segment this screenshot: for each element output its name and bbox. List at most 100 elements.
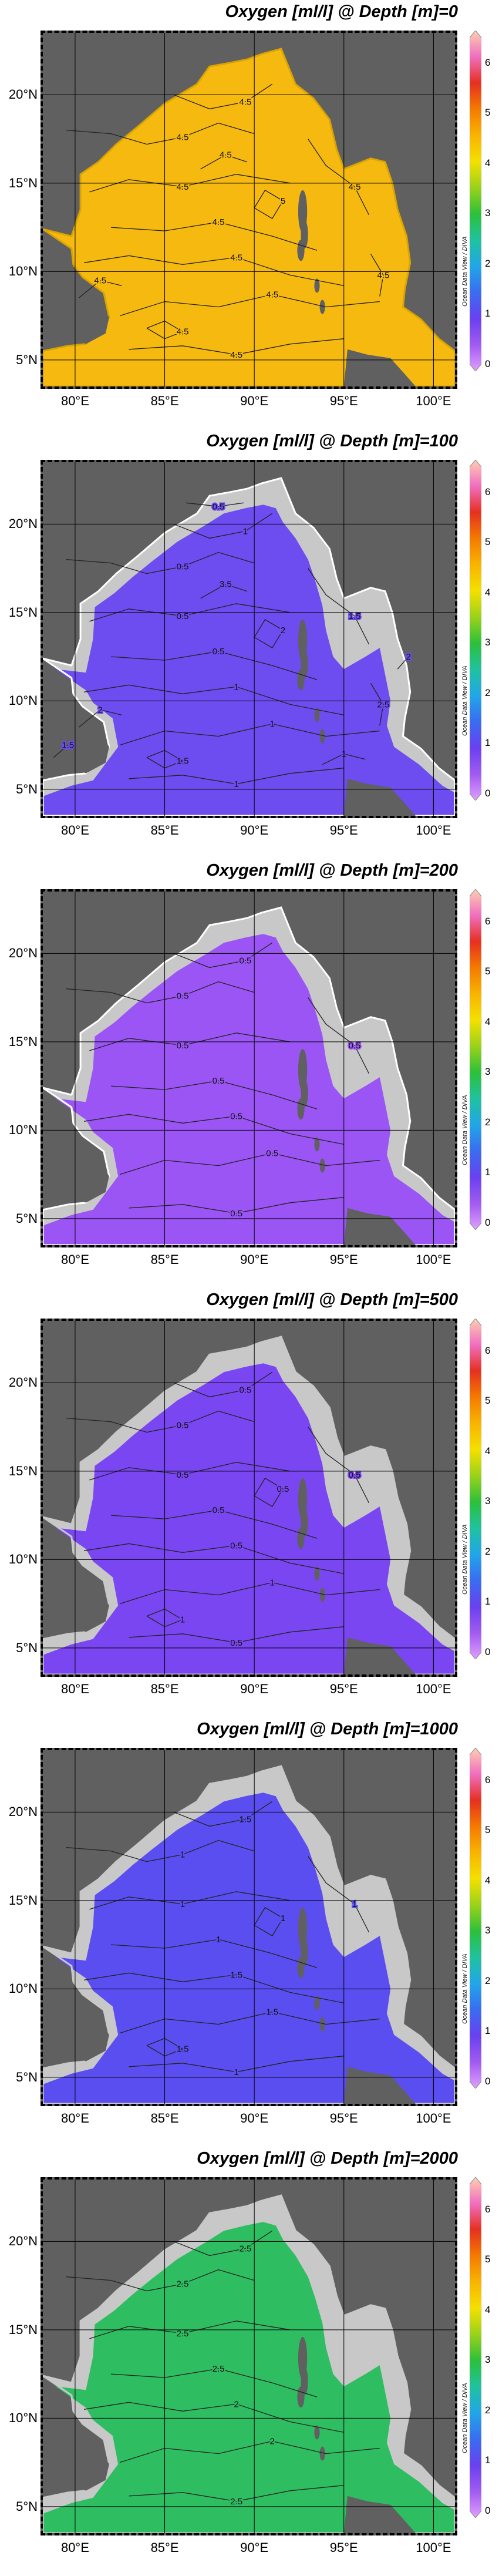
contour-label: 1 — [243, 526, 248, 536]
colorbar-tick-label: 2 — [485, 1545, 491, 1557]
map-panel: Oxygen [ml/l] @ Depth [m]=0 4.5 4.5 4.5 4.5 4… — [0, 0, 499, 429]
contour-line — [120, 2011, 380, 2034]
andaman-island — [319, 1588, 325, 1602]
lat-tick-label: 15°N — [8, 1034, 38, 1049]
map-frame: 2.5 2.5 2.5 2 2 2.5 2.5 — [41, 2177, 457, 2535]
contour-label: 0.5 — [230, 1541, 242, 1551]
lat-tick-label: 20°N — [8, 87, 38, 102]
lon-tick-label: 95°E — [329, 823, 358, 838]
coastline — [43, 1765, 455, 2104]
contour-label: 1 — [270, 1578, 275, 1588]
lon-tick-label: 100°E — [416, 1252, 451, 1267]
andaman-island — [314, 708, 320, 722]
lon-tick-label: 100°E — [416, 823, 451, 838]
contour-label: 2.5 — [213, 2364, 225, 2374]
map-frame: 0.5 0.5 0.5 0.5 1 0.5 0.5 0.5 1 0.5 — [41, 1319, 457, 1677]
contour-label: 2.5 — [377, 700, 389, 709]
sri-lanka-landmass — [69, 1132, 109, 1203]
panel-title: Oxygen [ml/l] @ Depth [m]=2000 — [197, 2149, 458, 2168]
sumatra-landmass — [343, 778, 416, 816]
andaman-island — [297, 240, 305, 261]
contour-label: 1.5 — [239, 1814, 251, 1824]
colorbar-tick-label: 4 — [485, 1015, 491, 1027]
credit-text: Ocean Data View / DIVA — [461, 1953, 468, 2024]
ocean-field — [43, 49, 455, 386]
contour-line — [84, 1114, 344, 1145]
contour-label: 5 — [281, 196, 285, 206]
lon-tick-label: 95°E — [329, 2111, 358, 2126]
lon-tick-label: 100°E — [416, 1682, 451, 1696]
contour-label: 4.5 — [213, 217, 225, 227]
lon-tick-label: 90°E — [240, 394, 269, 408]
colorbar-tick-label: 1 — [485, 2025, 491, 2037]
contour-line — [173, 513, 273, 539]
ocean-field — [43, 1363, 455, 1674]
andaman-island — [319, 729, 325, 744]
colorbar-tick-label: 5 — [485, 536, 491, 548]
lon-tick-label: 80°E — [60, 394, 89, 408]
contour-line — [308, 1856, 370, 1933]
contour-label: 4.5 — [266, 290, 278, 300]
lat-tick-label: 15°N — [8, 175, 38, 190]
lat-tick-label: 10°N — [8, 1981, 38, 1996]
contour-label: 0.5 — [230, 1209, 242, 1219]
credit-text: Ocean Data View / DIVA — [461, 1524, 468, 1595]
contour-label: 0.5 — [177, 611, 189, 621]
map-canvas: 4.5 4.5 4.5 4.5 4.5 4.5 4.5 4.5 4.5 5 4.5 4.5 4.5 — [43, 33, 455, 386]
map-canvas: 1 1 1 1.5 1.5 1 1.5 1 1.5 1 — [43, 1750, 455, 2104]
andaman-island — [314, 1137, 320, 1152]
contour-line — [146, 2037, 184, 2057]
map-canvas: 2.5 2.5 2.5 2 2 2.5 2.5 — [43, 2180, 455, 2533]
colorbar-tick-label: 1 — [485, 737, 491, 749]
sri-lanka-landmass — [69, 2420, 109, 2491]
colorbar-tick-label: 4 — [485, 586, 491, 598]
lat-tick-label: 5°N — [16, 781, 38, 796]
contour-label: 1 — [180, 1615, 185, 1625]
lon-tick-label: 90°E — [240, 823, 269, 838]
contour-label: 2.5 — [239, 2244, 251, 2254]
contour-label: 4.5 — [177, 327, 189, 337]
colorbar-tick-label: 1 — [485, 1596, 491, 1608]
credit-text: Ocean Data View / DIVA — [461, 1095, 468, 1165]
colorbar — [470, 460, 481, 801]
colorbar-tick-label: 0 — [485, 1217, 491, 1228]
contour-line — [200, 583, 248, 599]
contour-line — [110, 1939, 318, 1968]
odv-credit: Ocean Data View / DIVA — [460, 1936, 471, 2024]
contour-line — [78, 709, 122, 728]
contour-line — [110, 2368, 318, 2397]
map-frame: 1 1 1 1.5 1.5 1 1.5 1 1.5 1 — [41, 1748, 457, 2106]
lon-tick-label: 80°E — [60, 2540, 89, 2555]
lat-tick-label: 20°N — [8, 516, 38, 532]
contour-label: 2.5 — [177, 2329, 189, 2339]
contour-label: 1.5 — [349, 611, 361, 621]
contour-line — [173, 1371, 273, 1398]
colorbar-tick-label: 0 — [485, 2505, 491, 2516]
contour-label: 4.5 — [230, 350, 242, 360]
lat-tick-label: 10°N — [8, 2410, 38, 2426]
colorbar-tick-label: 2 — [485, 687, 491, 698]
contour-label: 2.5 — [230, 2497, 242, 2507]
colorbar-tick-label: 6 — [485, 1344, 491, 1356]
contour-label: 1 — [180, 1850, 185, 1860]
lon-tick-label: 85°E — [150, 823, 179, 838]
contour-line — [53, 745, 69, 758]
colorbar-tick-label: 6 — [485, 2203, 491, 2215]
contour-line — [110, 651, 318, 680]
colorbar-tick-label: 0 — [485, 358, 491, 369]
contour-line — [254, 1907, 284, 1936]
odv-credit: Ocean Data View / DIVA — [460, 1506, 471, 1595]
colorbar-tick-label: 3 — [485, 207, 491, 219]
contour-label: 0.5 — [213, 502, 225, 512]
map-frame: 0.5 0.5 0.5 1 1 1 1 1.5 1.5 2 2.5 2 3.5 1 0.5 1.5 2 — [41, 460, 457, 818]
contour-label: 2 — [234, 2399, 238, 2409]
contour-label: 1.5 — [230, 1970, 242, 1980]
contour-label: 0.5 — [266, 1148, 278, 1158]
odv-credit: Ocean Data View / DIVA — [460, 2365, 471, 2453]
contour-line — [84, 255, 344, 287]
colorbar-tick-label: 5 — [485, 1395, 491, 1407]
panel-title: Oxygen [ml/l] @ Depth [m]=0 — [225, 2, 458, 21]
contour-line — [110, 1509, 318, 1539]
contour-label: 4.5 — [177, 182, 189, 192]
contour-line — [110, 1080, 318, 1109]
